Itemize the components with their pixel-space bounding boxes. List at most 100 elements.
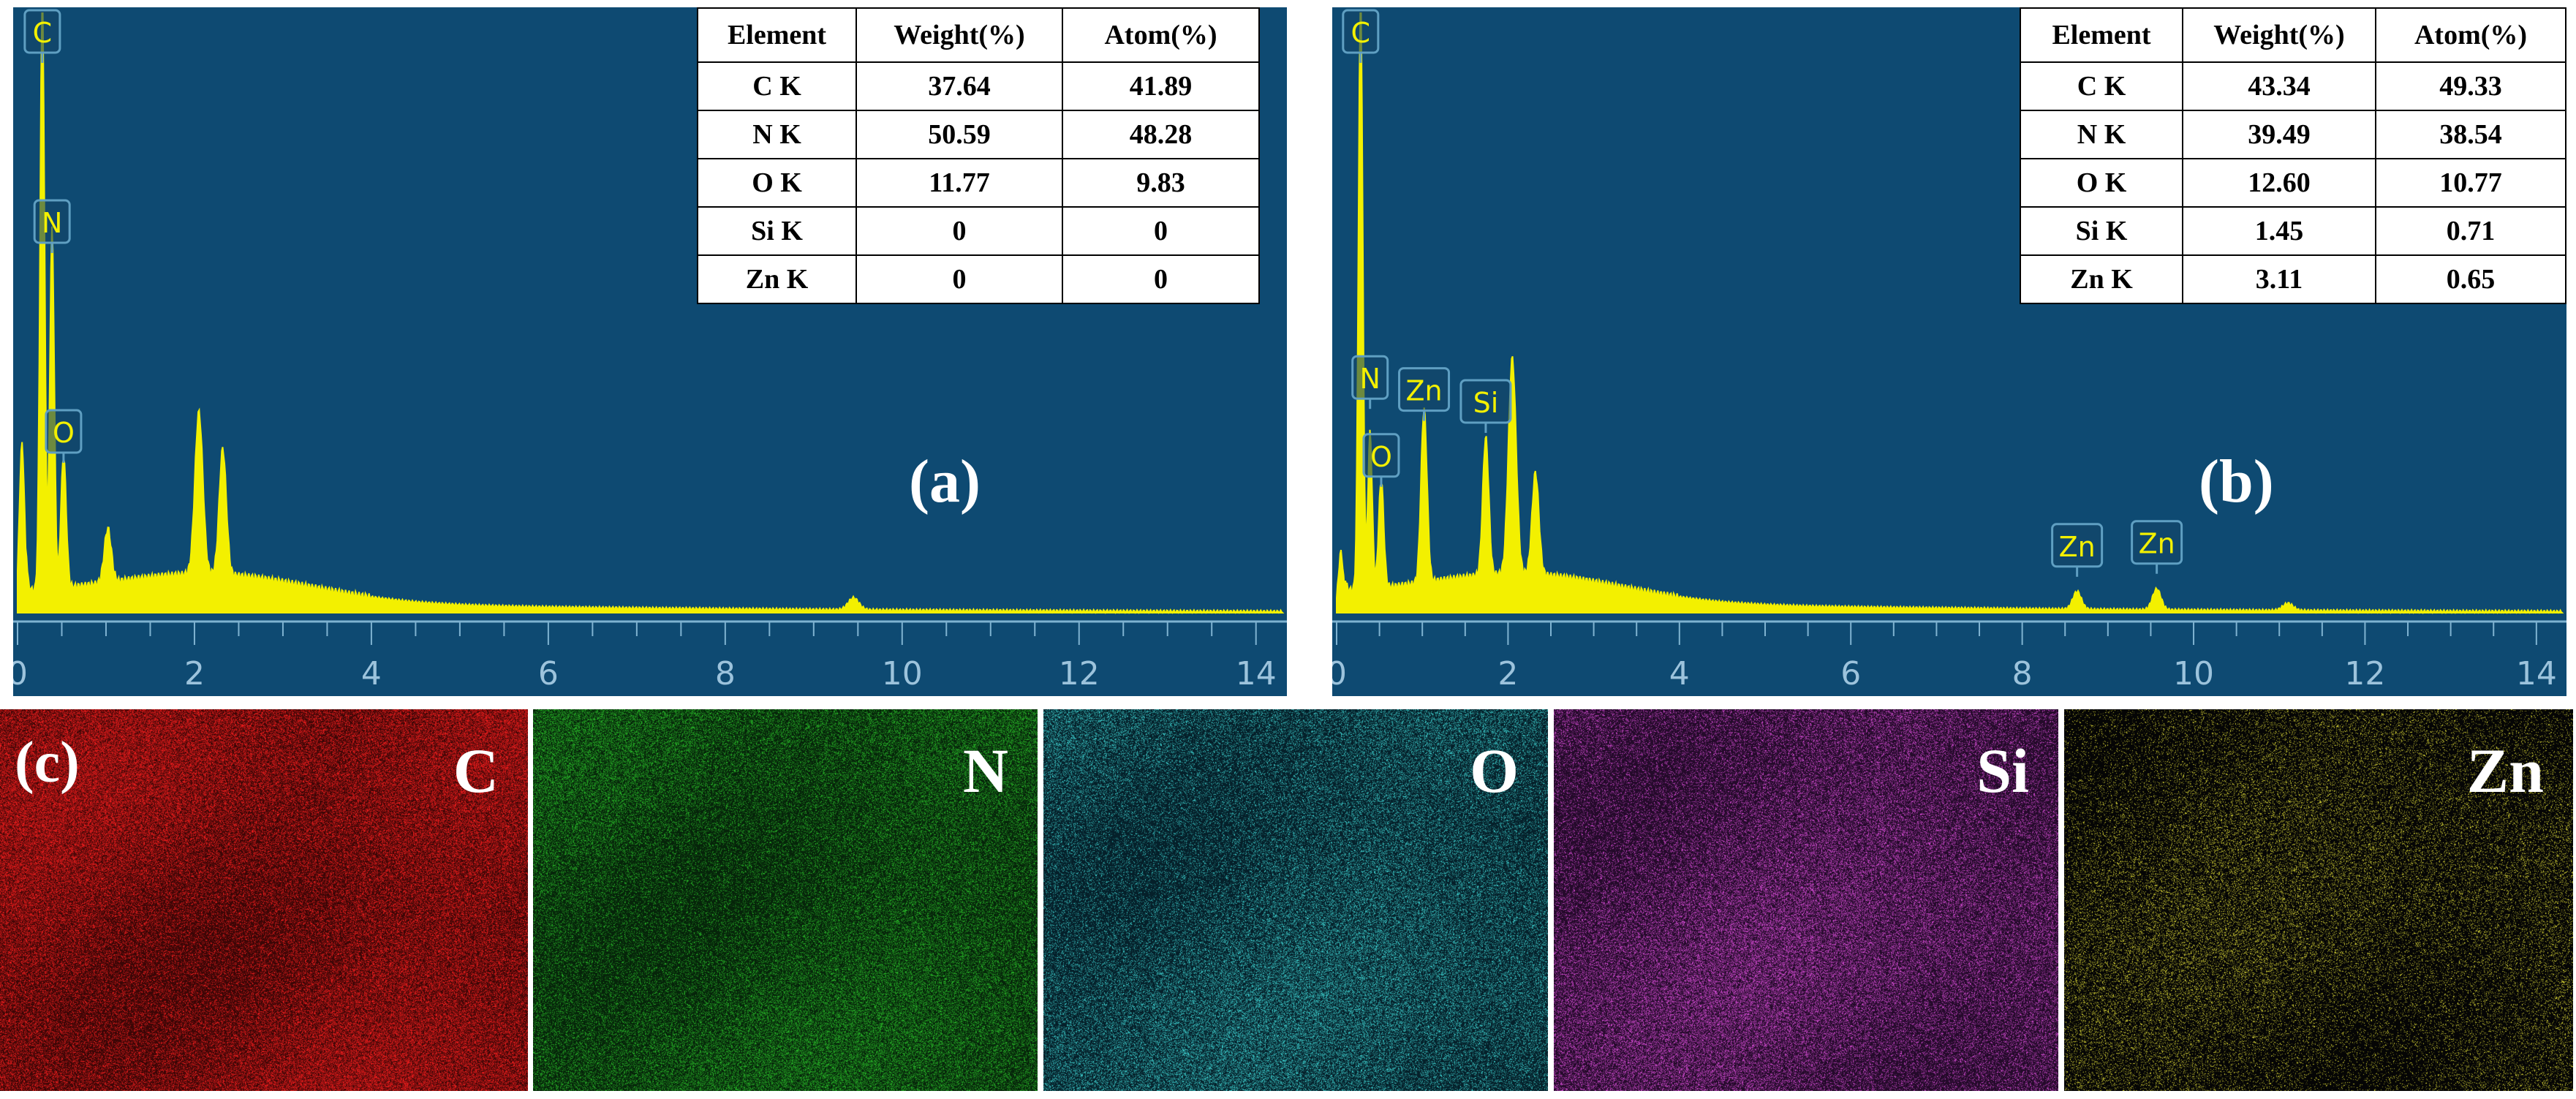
peak-label-text: C: [1351, 17, 1371, 49]
peak-label: Zn: [2051, 523, 2104, 577]
table-cell: Zn K: [697, 254, 857, 304]
table-cell: C K: [697, 61, 857, 111]
peak-label: Zn: [1398, 367, 1451, 421]
peak-label-text: N: [1359, 363, 1380, 395]
table-header-atom: Atom(%): [1062, 7, 1260, 63]
x-tick-label: 10: [882, 655, 923, 692]
table-row: C K 43.34 49.33: [2020, 61, 2566, 111]
table-cell: 0: [1062, 254, 1260, 304]
x-tick-label: 8: [2012, 655, 2033, 692]
table-row: Si K 1.45 0.71: [2020, 206, 2566, 256]
map-image: [533, 709, 1038, 1091]
table-row: Zn K 3.11 0.65: [2020, 254, 2566, 304]
table-cell: O K: [697, 158, 857, 208]
table-header-weight: Weight(%): [2182, 7, 2376, 63]
spectrum-line: [1336, 12, 2564, 615]
peak-label: C: [23, 9, 61, 63]
table-cell: C K: [2020, 61, 2183, 111]
peak-label-text: Zn: [2139, 528, 2175, 560]
x-tick-label: 12: [2344, 655, 2385, 692]
peak-label-text: N: [42, 207, 62, 239]
element-map-c: (c) C: [0, 709, 528, 1091]
x-tick-label: 14: [2516, 655, 2557, 692]
peak-label: N: [1351, 355, 1389, 409]
peak-label: N: [33, 199, 71, 253]
spectrum-plot-b: 0 2 4 6 8 10 12 14 N O Zn Si Zn Zn C: [1332, 9, 2566, 692]
table-cell: 49.33: [2375, 61, 2566, 111]
table-header-element: Element: [2020, 7, 2183, 63]
peak-label: Zn: [2131, 520, 2183, 574]
table-cell: 0.71: [2375, 206, 2566, 256]
x-tick-label: 4: [1669, 655, 1690, 692]
composition-table-a: Element Weight(%) Atom(%) C K 37.64 41.8…: [697, 7, 1260, 304]
table-cell: 37.64: [855, 61, 1063, 111]
x-tick-label: 2: [1497, 655, 1518, 692]
table-cell: 9.83: [1062, 158, 1260, 208]
table-row: O K 12.60 10.77: [2020, 158, 2566, 208]
table-cell: 38.54: [2375, 110, 2566, 159]
table-cell: Zn K: [2020, 254, 2183, 304]
map-element-label: O: [1470, 736, 1519, 806]
x-tick-label: 0: [13, 655, 28, 692]
table-cell: 11.77: [855, 158, 1063, 208]
eds-spectrum-b: 0 2 4 6 8 10 12 14 N O Zn Si Zn Zn C Element Weight(%)…: [1332, 7, 2566, 696]
table-cell: 12.60: [2182, 158, 2376, 208]
peak-label: C: [1342, 9, 1380, 63]
table-cell: 50.59: [855, 110, 1063, 159]
peak-label-text: O: [1370, 441, 1392, 473]
element-map-o: O: [1043, 709, 1548, 1091]
composition-table-b: Element Weight(%) Atom(%) C K 43.34 49.3…: [2020, 7, 2566, 304]
table-cell: 0: [1062, 206, 1260, 256]
table-header-row: Element Weight(%) Atom(%): [2020, 7, 2566, 63]
table-row: Si K 0 0: [697, 206, 1260, 256]
table-header-element: Element: [697, 7, 857, 63]
map-image: [1554, 709, 2058, 1091]
table-row: N K 50.59 48.28: [697, 110, 1260, 159]
eds-spectrum-a: 0 2 4 6 8 10 12 14 C N O Element Weight(%) Atom(%)…: [13, 7, 1287, 696]
table-cell: 1.45: [2182, 206, 2376, 256]
table-cell: 39.49: [2182, 110, 2376, 159]
x-tick-label: 14: [1236, 655, 1277, 692]
map-image: [1043, 709, 1548, 1091]
table-row: O K 11.77 9.83: [697, 158, 1260, 208]
panel-label-b: (b): [2199, 447, 2274, 515]
map-element-label: C: [453, 736, 499, 806]
x-tick-label: 6: [538, 655, 559, 692]
table-cell: 41.89: [1062, 61, 1260, 111]
spectrum-plot-a: 0 2 4 6 8 10 12 14 C N O: [13, 9, 1287, 692]
table-cell: O K: [2020, 158, 2183, 208]
table-header-atom: Atom(%): [2375, 7, 2566, 63]
table-cell: 10.77: [2375, 158, 2566, 208]
table-cell: 0.65: [2375, 254, 2566, 304]
x-tick-label: 10: [2173, 655, 2214, 692]
map-image: [2064, 709, 2573, 1091]
spectrum-line: [17, 12, 1285, 615]
table-cell: Si K: [697, 206, 857, 256]
table-cell: Si K: [2020, 206, 2183, 256]
table-cell: 0: [855, 206, 1063, 256]
table-cell: N K: [2020, 110, 2183, 159]
peak-label-text: Zn: [1405, 375, 1442, 407]
table-cell: 48.28: [1062, 110, 1260, 159]
x-tick-label: 2: [184, 655, 205, 692]
peak-label-text: C: [33, 17, 53, 49]
peak-label: O: [1362, 433, 1400, 487]
table-cell: N K: [697, 110, 857, 159]
peak-label-text: Si: [1473, 387, 1499, 419]
table-cell: 43.34: [2182, 61, 2376, 111]
peak-label-text: Zn: [2059, 531, 2096, 563]
map-element-label: Zn: [2466, 736, 2544, 806]
peak-label: O: [45, 409, 83, 463]
table-row: C K 37.64 41.89: [697, 61, 1260, 111]
map-element-label: N: [962, 736, 1008, 806]
element-map-zn: Zn: [2064, 709, 2573, 1091]
table-row: N K 39.49 38.54: [2020, 110, 2566, 159]
peak-label-text: O: [53, 417, 75, 449]
x-tick-label: 0: [1332, 655, 1347, 692]
x-tick-label: 4: [361, 655, 382, 692]
table-cell: 3.11: [2182, 254, 2376, 304]
element-map-si: Si: [1554, 709, 2058, 1091]
panel-label-a: (a): [909, 447, 981, 515]
table-header-row: Element Weight(%) Atom(%): [697, 7, 1260, 63]
table-header-weight: Weight(%): [855, 7, 1063, 63]
